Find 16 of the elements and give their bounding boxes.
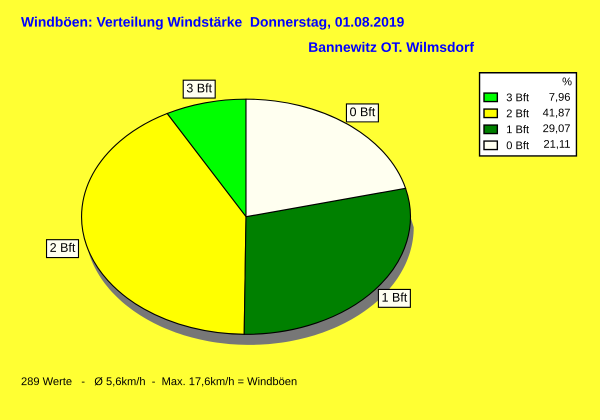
- legend-label: 3 Bft: [506, 93, 529, 102]
- slice-label: 2 Bft: [50, 242, 76, 252]
- legend-label: 0 Bft: [506, 141, 529, 150]
- slice-label: 0 Bft: [350, 107, 376, 116]
- text: 289 Werte - Ø 5,6km/h - Max. 17,6km/h = Windböen: [22, 377, 296, 386]
- legend-label: 2 Bft: [506, 109, 529, 118]
- data-label: 41,87: [542, 108, 570, 118]
- data-label: 7,96: [549, 92, 570, 102]
- data-label: 29,07: [543, 124, 570, 134]
- legend-label: 1 Bft: [507, 125, 529, 134]
- legend-title: %: [562, 78, 572, 86]
- slice-label: 1 Bft: [382, 292, 408, 302]
- chart-subtitle: Bannewitz OT. Wilmsdorf: [309, 42, 474, 52]
- chart-title: Windböen: Verteilung Windstärke Donnerstag, 01.08.2019: [21, 16, 404, 30]
- slice-label: 3 Bft: [186, 83, 212, 92]
- data-label: 21,11: [544, 140, 570, 150]
